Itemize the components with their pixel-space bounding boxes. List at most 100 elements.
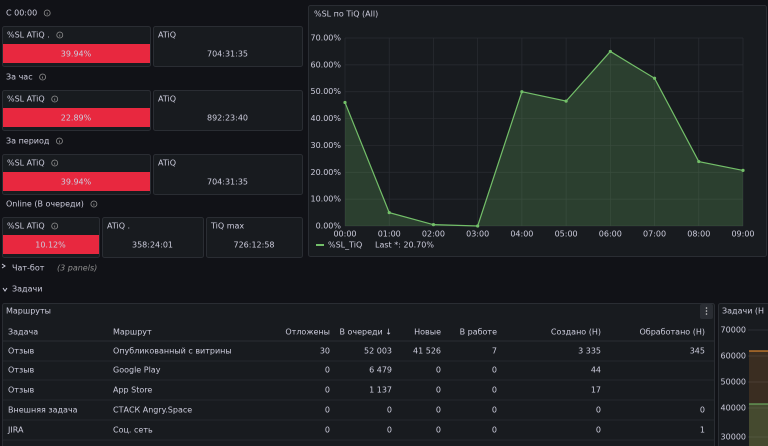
stat-value: 22.89% bbox=[61, 114, 92, 123]
table-cell: 0 bbox=[596, 406, 601, 415]
point bbox=[741, 168, 745, 173]
stat-title: %SL ATiQ bbox=[7, 222, 45, 231]
table-cell: Отзыв bbox=[8, 366, 35, 375]
section-title: Online (В очереди) bbox=[6, 200, 84, 209]
x-tick-label: 01:00 bbox=[378, 230, 401, 239]
chart-title: %SL по TiQ (All) bbox=[314, 10, 378, 19]
stat-panel bbox=[153, 26, 303, 67]
point bbox=[343, 100, 347, 105]
table-cell: Внешняя задача bbox=[8, 406, 78, 415]
stat-value: 358:24:01 bbox=[132, 241, 173, 250]
table-cell: 0 bbox=[387, 426, 392, 435]
stat-title: TiQ max bbox=[210, 222, 244, 231]
row-title[interactable]: Чат-бот bbox=[12, 264, 45, 273]
table-cell: Опубликованный с витрины bbox=[113, 347, 232, 356]
line bbox=[344, 50, 744, 227]
menu-dot bbox=[705, 310, 708, 312]
point bbox=[697, 159, 701, 164]
stat-value: 892:23:40 bbox=[207, 114, 248, 123]
y-tick-label: 60000 bbox=[721, 352, 746, 361]
stat-panel bbox=[153, 90, 303, 131]
info-icon[interactable] bbox=[39, 73, 47, 81]
menu-dot bbox=[705, 313, 708, 315]
x-tick-label: 05:00 bbox=[555, 230, 578, 239]
row-chevron[interactable] bbox=[1, 263, 6, 269]
stat-title: ATiQ . bbox=[107, 222, 130, 231]
stat-title: ATiQ bbox=[158, 159, 176, 168]
x-tick-label: 03:00 bbox=[466, 230, 489, 239]
series-area bbox=[749, 351, 768, 446]
stat-title: %SL ATiQ . bbox=[7, 31, 50, 40]
column-header[interactable]: Задача bbox=[8, 328, 38, 337]
table-cell: 0 bbox=[436, 366, 441, 375]
table-cell: 0 bbox=[492, 386, 497, 395]
info-icon[interactable] bbox=[56, 31, 64, 39]
table-cell: Отзыв bbox=[8, 386, 35, 395]
table-cell: 6 479 bbox=[369, 366, 392, 375]
area bbox=[345, 51, 743, 226]
legend-stat: Last *: 20.70% bbox=[375, 241, 434, 250]
column-header[interactable]: Обработано (Н) bbox=[639, 328, 705, 337]
y-tick-label: 60.00% bbox=[310, 60, 341, 69]
table-cell: 345 bbox=[690, 347, 705, 356]
table-cell: 0 bbox=[436, 406, 441, 415]
column-header[interactable]: Отложены bbox=[285, 328, 330, 337]
table-cell: 0 bbox=[436, 386, 441, 395]
row-chevron[interactable] bbox=[2, 287, 8, 292]
point bbox=[387, 210, 391, 215]
table-cell: 44 bbox=[591, 366, 601, 375]
info-icon[interactable] bbox=[51, 222, 59, 230]
info-icon[interactable] bbox=[90, 200, 98, 208]
table-panel bbox=[2, 303, 715, 446]
chart-panel bbox=[308, 5, 767, 257]
table-title: Маршруты bbox=[6, 307, 51, 316]
table-cell: 0 bbox=[325, 366, 330, 375]
table-cell: JIRA bbox=[7, 426, 24, 435]
table-cell: 0 bbox=[387, 406, 392, 415]
y-tick-label: 40.00% bbox=[310, 114, 341, 123]
table-cell: 0 bbox=[325, 386, 330, 395]
legend-label[interactable]: %SL_TiQ bbox=[328, 241, 362, 250]
stat-title: ATiQ bbox=[158, 95, 176, 104]
column-header[interactable]: Маршрут bbox=[113, 328, 152, 337]
side-panel-title: Задачи (Н bbox=[722, 307, 764, 316]
section-title: За период bbox=[6, 137, 50, 146]
table-cell: 1 137 bbox=[369, 386, 392, 395]
point bbox=[652, 76, 657, 80]
table-cell: 0 bbox=[325, 426, 330, 435]
info-icon[interactable] bbox=[51, 95, 59, 103]
table-cell: 30 bbox=[320, 347, 330, 356]
column-header[interactable]: Новые bbox=[414, 328, 441, 337]
menu-dot bbox=[705, 307, 708, 309]
row-note: (3 panels) bbox=[57, 264, 97, 273]
row-title[interactable]: Задачи bbox=[12, 285, 42, 294]
column-header[interactable]: В работе bbox=[460, 328, 498, 337]
section-title: За час bbox=[6, 73, 33, 82]
info-icon[interactable] bbox=[56, 137, 63, 145]
table-cell: App Store bbox=[113, 386, 152, 395]
table-cell: Google Play bbox=[113, 366, 161, 375]
x-tick-label: 08:00 bbox=[687, 230, 710, 239]
x-tick-label: 06:00 bbox=[599, 230, 622, 239]
stat-value-bg bbox=[3, 44, 150, 63]
info-icon[interactable] bbox=[51, 159, 59, 167]
stat-value: 39.94% bbox=[61, 178, 92, 187]
section-title: С 00:00 bbox=[6, 9, 37, 18]
column-header[interactable]: Создано (Н) bbox=[551, 328, 601, 337]
stat-panel bbox=[206, 217, 303, 258]
table-cell: Отзыв bbox=[8, 347, 35, 356]
point bbox=[476, 224, 480, 228]
point bbox=[608, 49, 612, 54]
column-header[interactable]: В очереди ↓ bbox=[339, 328, 392, 337]
x-tick-label: 07:00 bbox=[643, 230, 666, 239]
table-cell: 41 526 bbox=[413, 347, 441, 356]
table-cell: 0 bbox=[436, 426, 441, 435]
side-panel bbox=[718, 303, 768, 446]
table-cell: 0 bbox=[700, 406, 705, 415]
table-cell: 0 bbox=[492, 406, 497, 415]
table-cell: 0 bbox=[492, 366, 497, 375]
info-icon[interactable] bbox=[43, 9, 51, 17]
stat-value: 726:12:58 bbox=[233, 241, 274, 250]
y-tick-label: 30000 bbox=[721, 433, 746, 442]
